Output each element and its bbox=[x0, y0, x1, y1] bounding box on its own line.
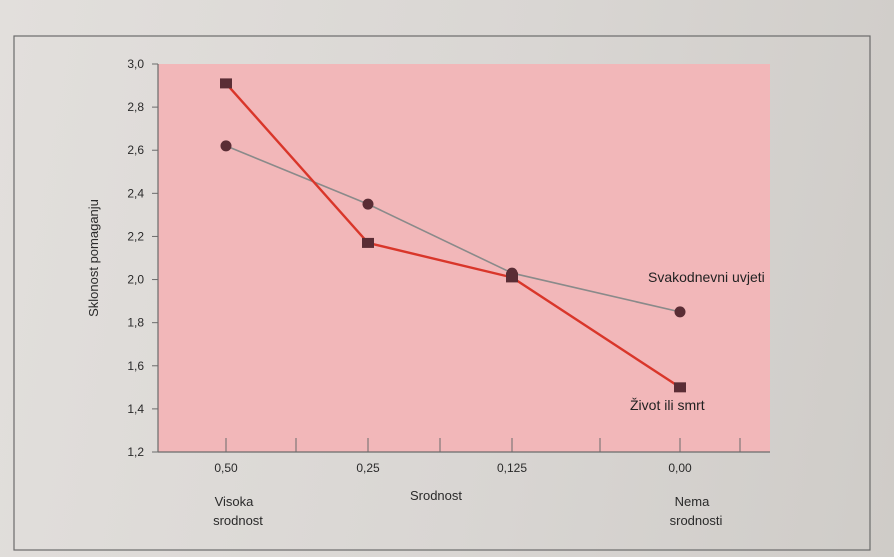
data-point-square bbox=[220, 78, 232, 89]
data-point-circle bbox=[362, 198, 374, 210]
y-tick-label: 2,6 bbox=[127, 143, 144, 157]
x-category-sublabel: srodnosti bbox=[670, 513, 723, 528]
y-axis-title: Sklonost pomaganju bbox=[86, 199, 101, 317]
y-tick-label: 1,8 bbox=[127, 316, 144, 330]
data-point-square bbox=[362, 237, 374, 248]
data-point-circle bbox=[220, 140, 232, 152]
data-point-circle bbox=[674, 306, 686, 318]
x-tick-label: 0,50 bbox=[214, 461, 238, 475]
y-tick-label: 2,4 bbox=[127, 186, 144, 200]
x-axis-title: Srodnost bbox=[410, 488, 462, 503]
x-tick-label: 0,00 bbox=[668, 461, 692, 475]
series-line-svakodnevni-uvjeti bbox=[225, 145, 681, 313]
y-tick-label: 1,2 bbox=[127, 445, 144, 459]
data-point-square bbox=[506, 272, 518, 283]
x-category-sublabel: Visoka bbox=[215, 494, 255, 509]
x-tick-label: 0,125 bbox=[497, 461, 527, 475]
y-tick-label: 2,2 bbox=[127, 229, 144, 243]
y-tick-label: 1,4 bbox=[127, 402, 144, 416]
data-point-square bbox=[674, 382, 686, 393]
x-tick-label: 0,25 bbox=[356, 461, 380, 475]
y-tick-label: 2,8 bbox=[127, 100, 144, 114]
y-tick-label: 3,0 bbox=[127, 57, 144, 71]
y-tick-label: 2,0 bbox=[127, 273, 144, 287]
x-category-sublabel: Nema bbox=[675, 494, 710, 509]
figure-frame bbox=[13, 35, 871, 551]
y-tick-label: 1,6 bbox=[127, 359, 144, 373]
series-line-zivot-ili-smrt bbox=[225, 82, 681, 389]
x-category-sublabel: srodnost bbox=[213, 513, 263, 528]
plot-area bbox=[158, 64, 770, 452]
series-label-zivot-ili-smrt: Život ili smrt bbox=[630, 397, 705, 413]
series-label-svakodnevni-uvjeti: Svakodnevni uvjeti bbox=[648, 269, 765, 285]
